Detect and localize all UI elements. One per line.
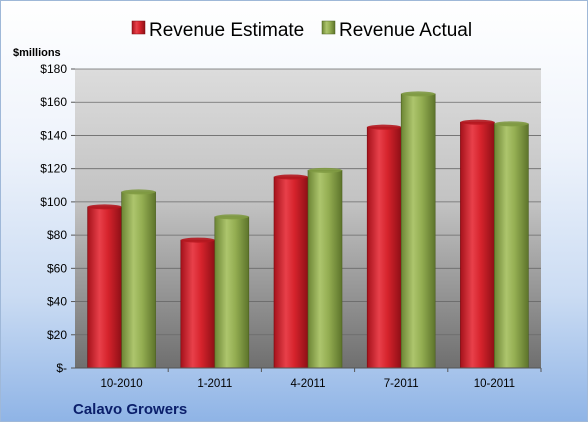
bar-top-cap xyxy=(121,189,156,195)
y-tick-label: $80 xyxy=(47,228,67,242)
x-tick-label: 10-2011 xyxy=(474,378,515,390)
bar-revenue-estimate xyxy=(460,121,495,369)
y-tick-label: $40 xyxy=(47,295,67,309)
company-name: Calavo Growers xyxy=(73,401,187,418)
legend-swatch-actual xyxy=(321,20,336,35)
x-tick-label: 10-2010 xyxy=(100,378,142,390)
y-tick-label: $160 xyxy=(40,95,67,109)
y-tick-label: $180 xyxy=(40,62,67,76)
y-axis-tick-labels: $- $20 $40 $60 $80 $100 $120 $140 $160 $180 xyxy=(40,62,67,375)
bar-revenue-estimate xyxy=(366,126,402,369)
y-tick-label: $20 xyxy=(47,328,67,342)
y-tick-label: $- xyxy=(56,361,67,375)
legend-label-actual: Revenue Actual xyxy=(339,20,472,41)
bar-revenue-actual xyxy=(400,93,436,369)
bar-top-cap xyxy=(214,214,249,220)
x-tick-label: 4-2011 xyxy=(291,378,326,390)
bar-top-cap xyxy=(367,124,402,130)
bar-top-cap xyxy=(460,119,495,125)
bar-top-cap xyxy=(401,91,436,97)
legend: Revenue Estimate Revenue Actual xyxy=(131,20,472,41)
bar-top-cap xyxy=(87,204,122,210)
bars xyxy=(87,91,529,369)
bar-revenue-estimate xyxy=(87,206,122,369)
y-tick-label: $140 xyxy=(40,128,67,142)
bar-revenue-estimate xyxy=(180,239,216,369)
bar-revenue-actual xyxy=(494,123,529,369)
bar-top-cap xyxy=(494,121,529,127)
y-tick-label: $120 xyxy=(40,162,67,176)
y-axis-unit-label: $millions xyxy=(13,47,61,59)
bar-revenue-estimate xyxy=(273,176,309,369)
legend-swatch-estimate xyxy=(131,20,146,35)
legend-label-estimate: Revenue Estimate xyxy=(149,20,304,41)
bar-revenue-actual xyxy=(307,170,343,369)
bar-top-cap xyxy=(180,237,215,243)
y-tick-label: $60 xyxy=(47,261,67,275)
bar-revenue-actual xyxy=(121,191,156,369)
bar-revenue-actual xyxy=(214,216,250,369)
bar-top-cap xyxy=(274,174,308,180)
x-tick-label: 7-2011 xyxy=(384,378,419,390)
y-tick-label: $100 xyxy=(40,195,67,209)
x-tick-label: 1-2011 xyxy=(197,378,232,390)
bar-top-cap xyxy=(308,167,342,173)
x-axis-tick-labels: 10-2010 1-2011 4-2011 7-2011 10-2011 xyxy=(100,368,542,390)
